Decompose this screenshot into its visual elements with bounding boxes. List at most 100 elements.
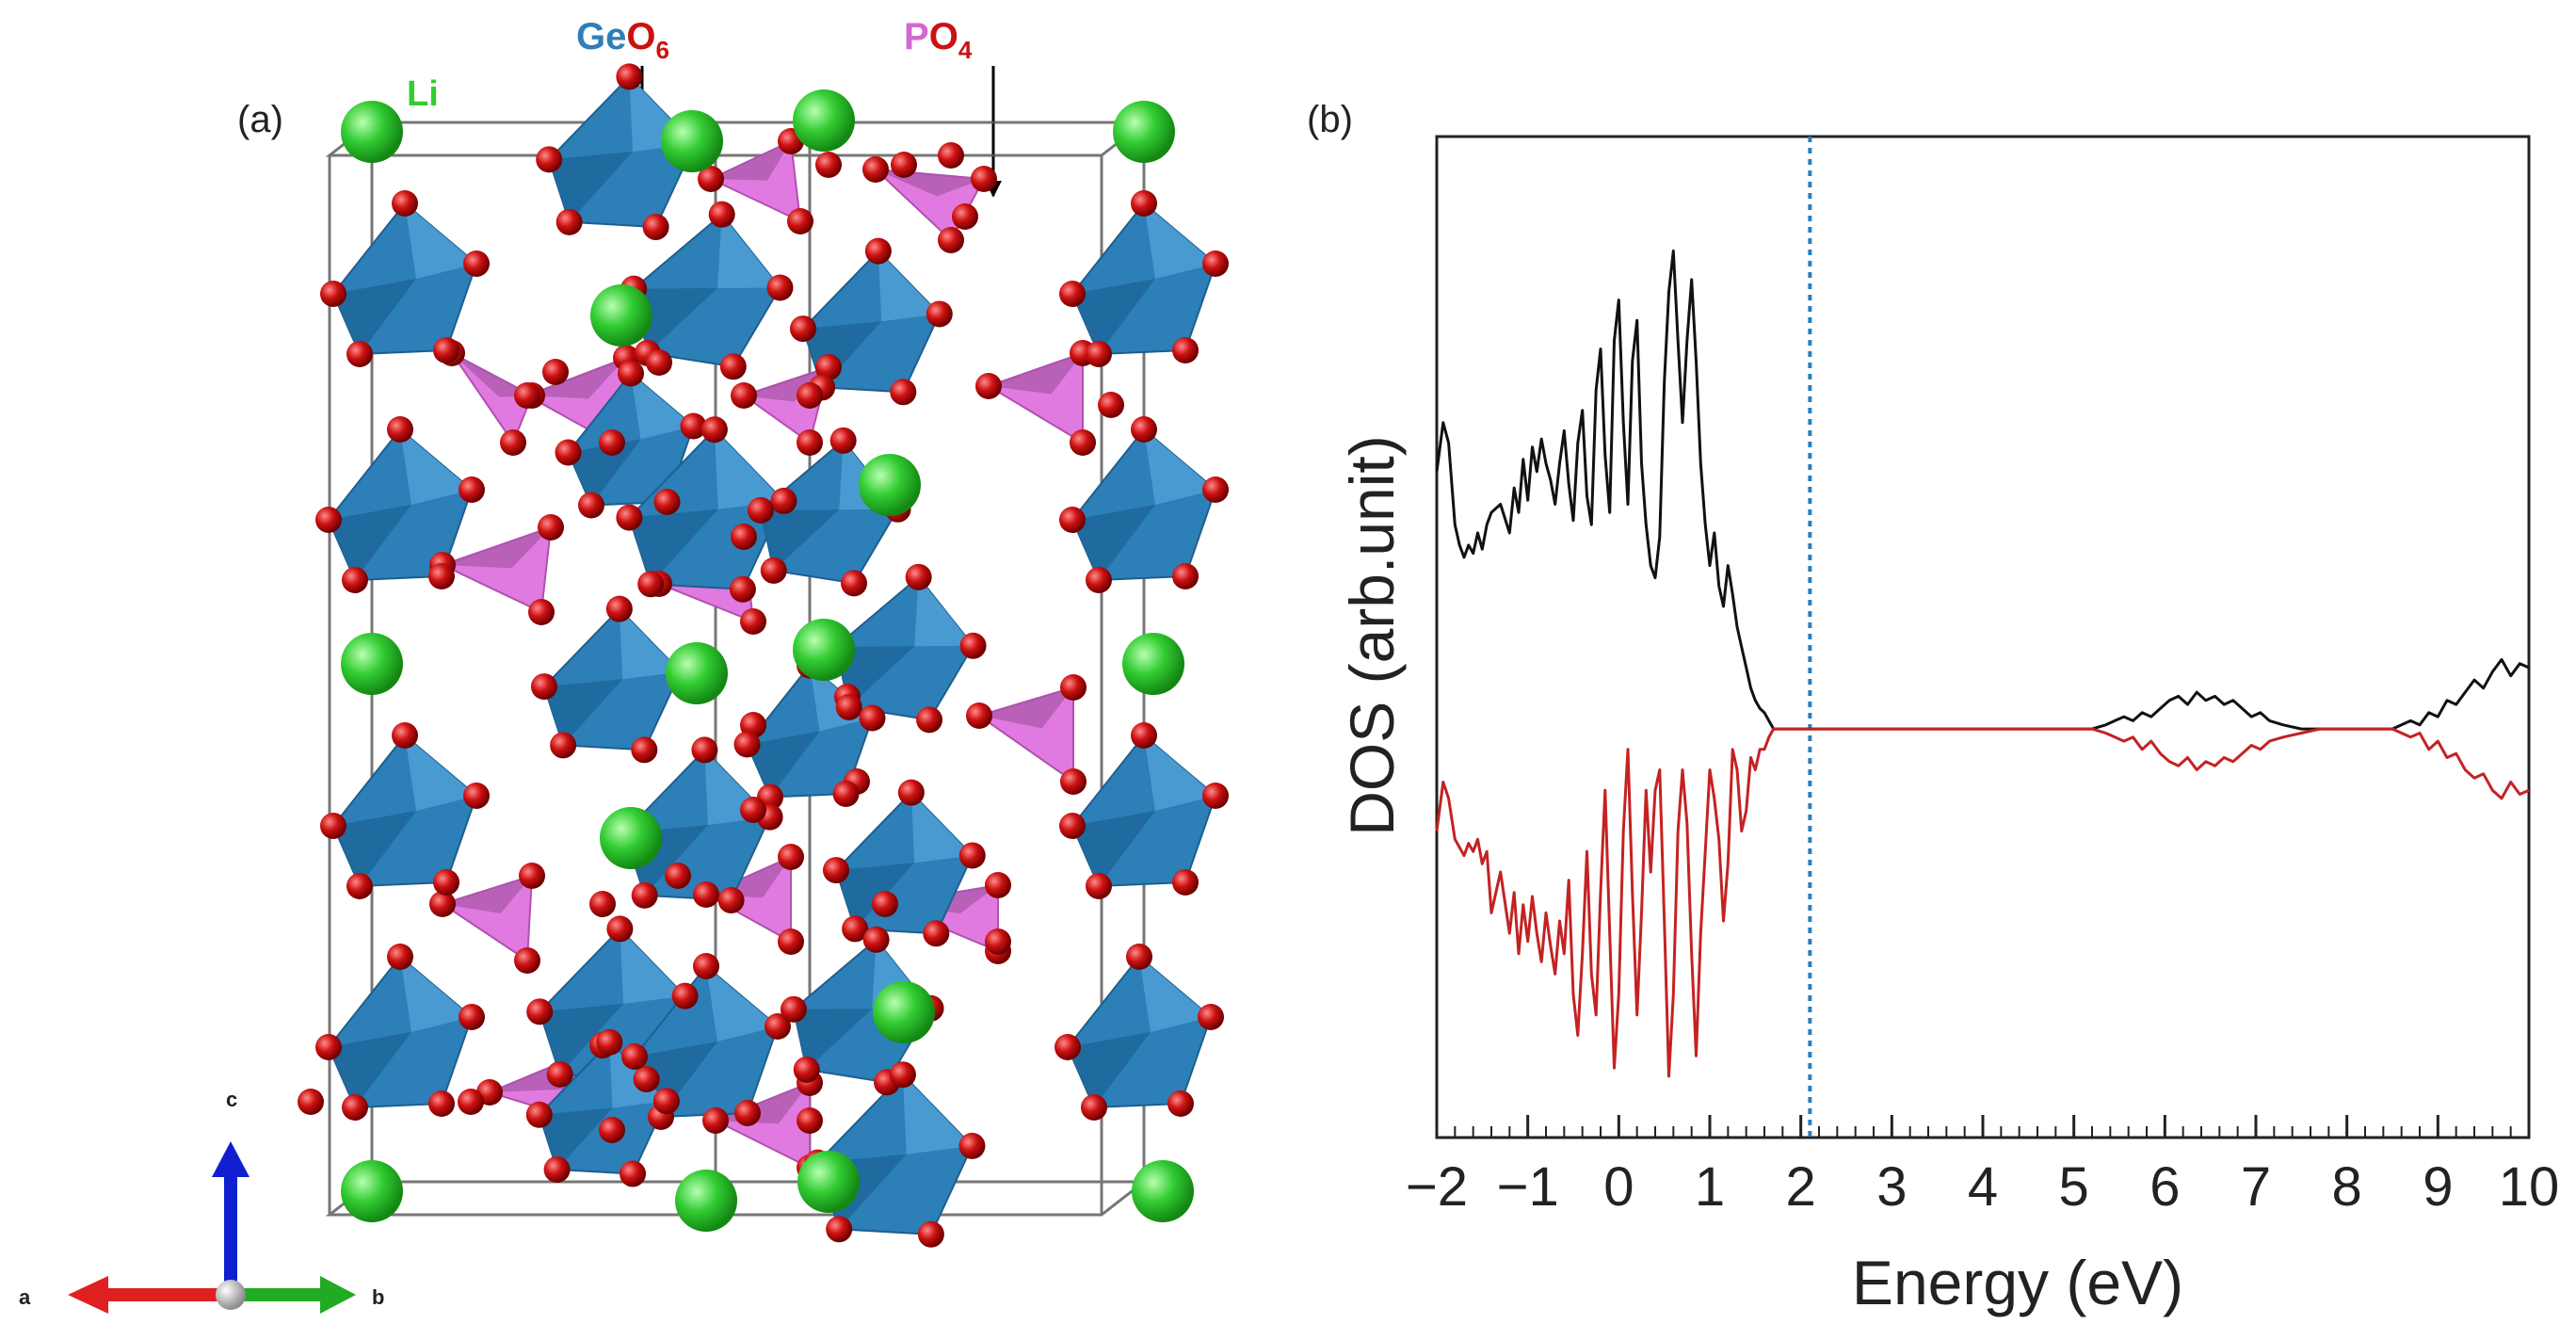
x-tick-label: 10 xyxy=(2499,1156,2560,1218)
oxygen-atom xyxy=(766,274,794,301)
x-tick-label: 8 xyxy=(2332,1156,2362,1218)
legend-geo6-oxygen: O xyxy=(626,16,655,57)
oxygen-atom xyxy=(633,1066,660,1093)
oxygen-atom xyxy=(1059,813,1086,839)
li-atom xyxy=(793,89,855,152)
oxygen-atom xyxy=(916,706,943,734)
oxygen-atom xyxy=(320,281,346,307)
x-tick-label: 5 xyxy=(2059,1156,2089,1218)
x-tick-label: 9 xyxy=(2423,1156,2453,1218)
x-tick-label: 2 xyxy=(1786,1156,1816,1218)
oxygen-atom xyxy=(346,341,373,367)
po4-tetrahedron xyxy=(986,351,1084,444)
oxygen-atom xyxy=(702,1107,729,1134)
oxygen-atom xyxy=(797,1107,823,1134)
oxygen-atom xyxy=(526,998,554,1025)
oxygen-atom xyxy=(872,891,898,917)
dos-chart: (b) −2 −1 0 1 2 3 4 5 6 7 8 9 10 Energy (eV) DOS (ar… xyxy=(1307,99,2560,1317)
oxygen-atom xyxy=(985,872,1011,898)
oxygen-atom xyxy=(1172,337,1199,363)
axis-c-label: c xyxy=(226,1088,237,1111)
oxygen-atom xyxy=(1202,783,1229,809)
geo6-octahedron xyxy=(542,607,682,751)
oxygen-atom xyxy=(315,507,342,533)
geo6-octahedron xyxy=(633,213,781,368)
geo6-octahedron xyxy=(331,734,478,888)
oxygen-atom xyxy=(698,166,724,192)
oxygen-atom xyxy=(428,1090,455,1117)
po4-tetrahedron xyxy=(976,686,1074,783)
li-atom xyxy=(661,110,723,172)
oxygen-atom xyxy=(959,632,987,659)
x-tick-label: 0 xyxy=(1603,1156,1634,1218)
legend-geo6-sub: 6 xyxy=(655,36,668,64)
oxygen-atom xyxy=(578,492,604,519)
oxygen-atom xyxy=(691,736,718,764)
li-atom xyxy=(793,619,855,681)
oxygen-atom xyxy=(653,489,681,515)
oxygen-atom xyxy=(926,300,953,328)
oxygen-atom xyxy=(1086,567,1112,593)
oxygen-atom xyxy=(514,947,540,974)
oxygen-atom xyxy=(897,779,925,806)
polyhedra-layer xyxy=(327,74,1217,1235)
axis-b-label: b xyxy=(372,1285,384,1309)
oxygen-atom xyxy=(780,995,807,1023)
li-atom xyxy=(859,454,921,516)
oxygen-atom xyxy=(543,1155,571,1183)
oxygen-atom xyxy=(642,214,669,241)
oxygen-atom xyxy=(693,953,719,979)
oxygen-atom xyxy=(538,514,564,541)
oxygen-atom xyxy=(514,382,540,409)
oxygen-atom xyxy=(1172,563,1199,589)
oxygen-atom xyxy=(392,190,418,217)
li-atom xyxy=(666,642,728,704)
oxygen-atom xyxy=(797,429,823,456)
geo6-octahedron xyxy=(1071,428,1217,582)
oxygen-atom xyxy=(342,567,368,593)
oxygen-atom xyxy=(315,1034,342,1060)
oxygen-atom xyxy=(599,429,625,456)
x-tick-label: 4 xyxy=(1968,1156,1998,1218)
oxygen-atom xyxy=(620,1160,647,1187)
geo6-octahedron xyxy=(327,428,474,582)
x-tick-label: 1 xyxy=(1695,1156,1725,1218)
plot-frame xyxy=(1435,135,2531,1139)
li-atom xyxy=(341,101,403,163)
oxygen-atom xyxy=(832,781,860,807)
oxygen-atom xyxy=(1131,722,1157,749)
oxygen-atom xyxy=(519,863,545,889)
oxygen-atom xyxy=(952,203,978,230)
li-atom xyxy=(1122,633,1184,695)
axes-indicator: c a b xyxy=(19,1088,384,1314)
li-atom xyxy=(341,1160,403,1222)
oxygen-atom xyxy=(891,152,917,178)
oxygen-atom xyxy=(618,360,644,387)
axis-c-arrowhead xyxy=(212,1141,250,1177)
oxygen-atom xyxy=(923,920,950,947)
oxygen-atom xyxy=(734,1100,761,1126)
oxygen-atom xyxy=(589,891,616,917)
oxygen-atom xyxy=(1070,429,1096,456)
oxygen-atom xyxy=(793,1056,820,1083)
oxygen-atom xyxy=(815,354,842,380)
legend-po4-element: P xyxy=(904,16,929,57)
oxygen-atom xyxy=(1202,250,1229,277)
x-tick-label: 6 xyxy=(2149,1156,2180,1218)
legend-po4-label: PO4 xyxy=(904,16,973,64)
oxygen-atom xyxy=(717,887,745,914)
oxygen-atom xyxy=(731,382,757,409)
oxygen-atom xyxy=(693,881,719,908)
oxygen-atom xyxy=(536,146,563,173)
oxygen-atom xyxy=(859,704,886,732)
oxygen-atom xyxy=(787,208,813,234)
oxygen-atom xyxy=(428,563,455,589)
oxygen-atom xyxy=(463,783,490,809)
oxygen-atom xyxy=(729,575,756,603)
oxygen-atom xyxy=(1131,190,1157,217)
po4-tetrahedron xyxy=(440,874,534,962)
oxygen-atom xyxy=(1086,873,1112,899)
oxygen-atom xyxy=(842,915,869,943)
oxygen-atom xyxy=(606,915,634,943)
oxygen-atom xyxy=(740,608,766,635)
